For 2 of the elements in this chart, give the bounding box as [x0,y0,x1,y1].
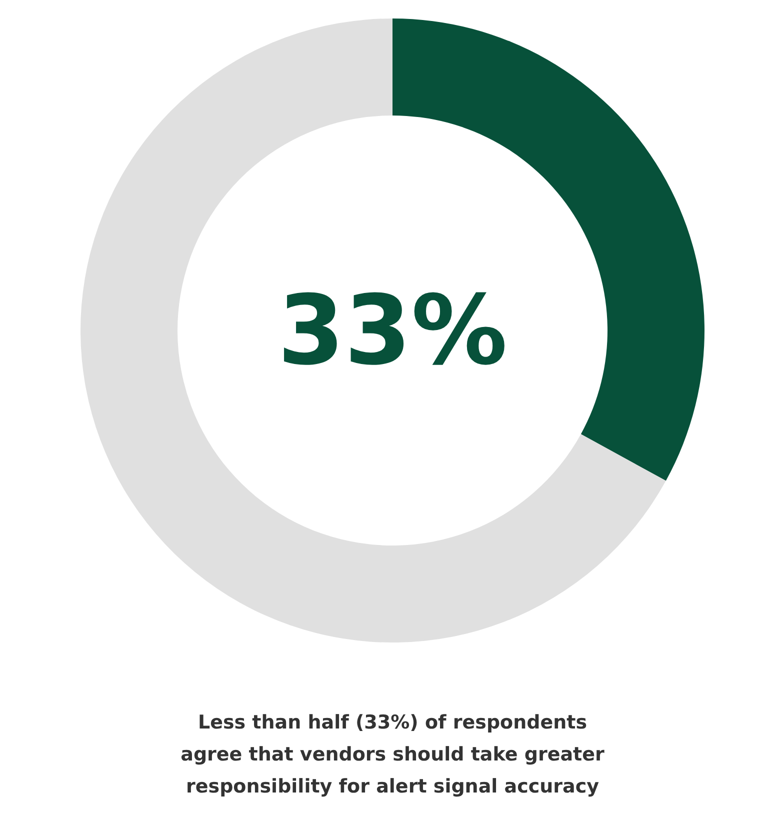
data-label: 33% [278,274,508,386]
text: Less than half (33%) of respondents agree that vendors should take greater responsibility for alert signal accuracy [180,712,605,798]
